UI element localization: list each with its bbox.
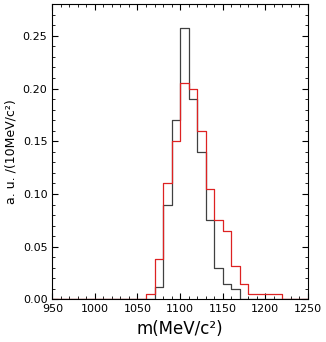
Y-axis label: a. u. /(10MeV/c²): a. u. /(10MeV/c²) — [4, 100, 17, 204]
X-axis label: m(MeV/c²): m(MeV/c²) — [137, 320, 223, 338]
